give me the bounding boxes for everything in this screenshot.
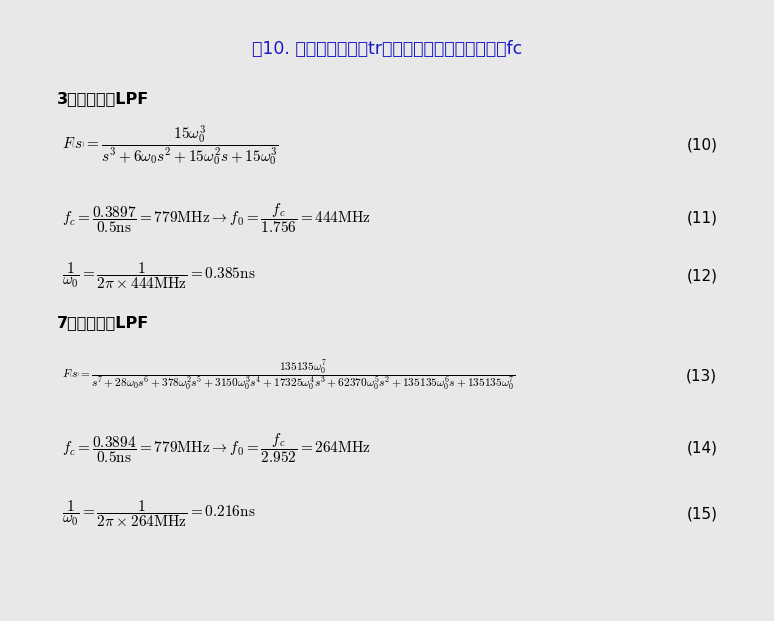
Text: (11): (11) xyxy=(687,211,717,226)
Text: $f_c=\dfrac{0.3897}{0.5\mathrm{ns}}=779\mathrm{MHz}\rightarrow f_0=\dfrac{f_c}{1: $f_c=\dfrac{0.3897}{0.5\mathrm{ns}}=779\… xyxy=(62,202,371,235)
Text: (13): (13) xyxy=(686,368,717,383)
Text: $f_c=\dfrac{0.3894}{0.5\mathrm{ns}}=779\mathrm{MHz}\rightarrow f_0=\dfrac{f_c}{2: $f_c=\dfrac{0.3894}{0.5\mathrm{ns}}=779\… xyxy=(62,432,371,465)
Text: (15): (15) xyxy=(687,506,717,521)
Text: (14): (14) xyxy=(687,441,717,456)
Text: 7次ベッセルLPF: 7次ベッセルLPF xyxy=(57,315,149,330)
Text: $F\left(s\right)=\dfrac{135135\omega_0^{7}}{s^7+28\omega_0 s^6+378\omega_0^{2}s^: $F\left(s\right)=\dfrac{135135\omega_0^{… xyxy=(62,359,515,393)
Text: $\dfrac{1}{\omega_0}=\dfrac{1}{2\pi\times444\mathrm{MHz}}=0.385\mathrm{ns}$: $\dfrac{1}{\omega_0}=\dfrac{1}{2\pi\time… xyxy=(62,261,255,291)
Text: $F\left(s\right)=\dfrac{15\omega_0^{3}}{s^3+6\omega_0 s^2+15\omega_0^{2}s+15\ome: $F\left(s\right)=\dfrac{15\omega_0^{3}}{… xyxy=(62,124,279,168)
Text: (12): (12) xyxy=(687,268,717,284)
Text: 図10. 立ち上がり時間trとフィルターの遮断周波数fc: 図10. 立ち上がり時間trとフィルターの遮断周波数fc xyxy=(252,40,522,58)
Text: 3次ベッセルLPF: 3次ベッセルLPF xyxy=(57,91,149,106)
Text: $\dfrac{1}{\omega_0}=\dfrac{1}{2\pi\times264\mathrm{MHz}}=0.216\mathrm{ns}$: $\dfrac{1}{\omega_0}=\dfrac{1}{2\pi\time… xyxy=(62,498,255,529)
Text: (10): (10) xyxy=(687,138,717,153)
